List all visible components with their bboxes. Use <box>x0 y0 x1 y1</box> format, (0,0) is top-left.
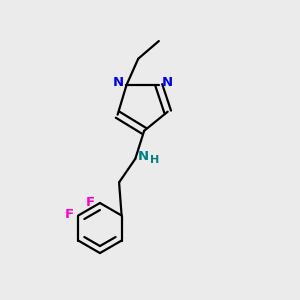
Text: N: N <box>112 76 124 89</box>
Text: F: F <box>86 196 95 209</box>
Text: H: H <box>150 155 159 165</box>
Text: N: N <box>162 76 173 89</box>
Text: F: F <box>64 208 74 221</box>
Text: N: N <box>138 150 149 163</box>
